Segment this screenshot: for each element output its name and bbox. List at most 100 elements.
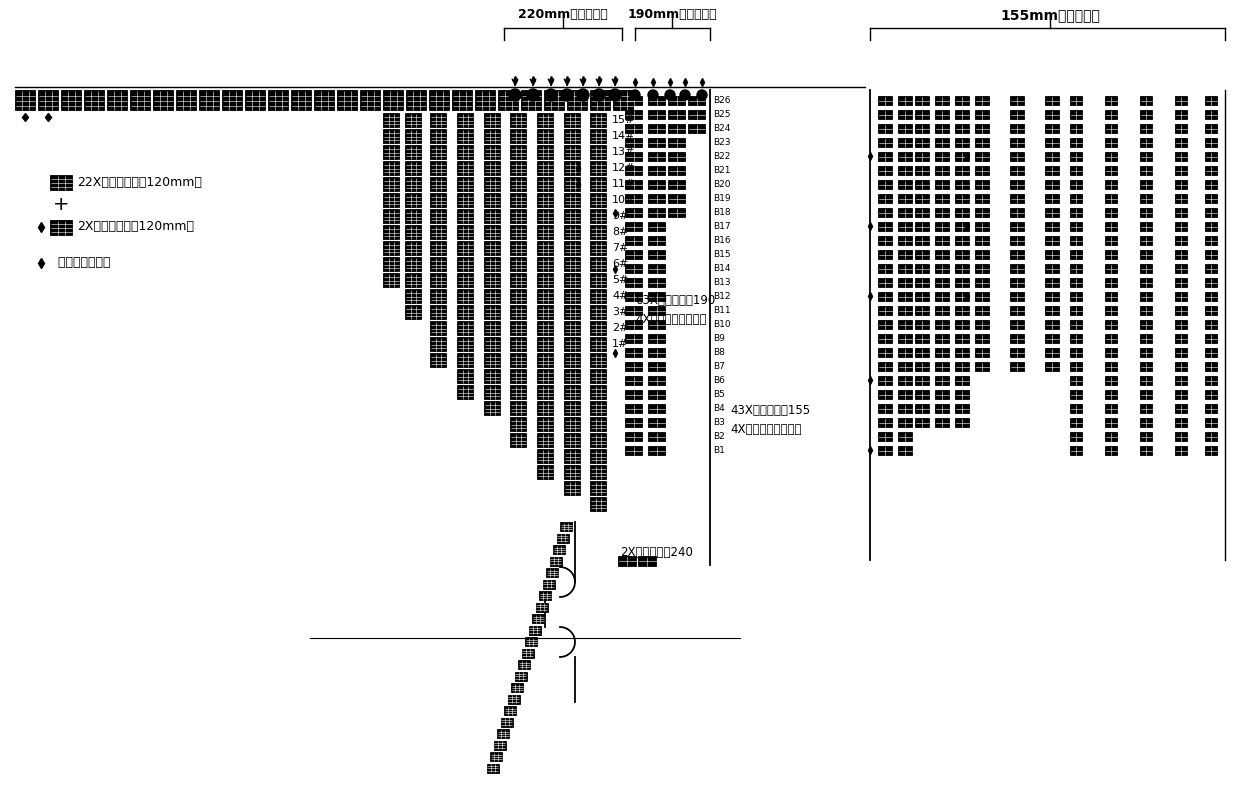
Bar: [1045, 264, 1059, 273]
Bar: [878, 250, 892, 259]
Bar: [649, 404, 665, 413]
Bar: [1070, 390, 1083, 399]
Circle shape: [630, 90, 640, 100]
Bar: [1205, 418, 1216, 427]
Bar: [649, 376, 665, 385]
Bar: [1205, 208, 1216, 217]
Bar: [430, 273, 446, 287]
Text: B3: B3: [713, 418, 725, 427]
Bar: [50, 175, 72, 190]
Bar: [935, 264, 949, 273]
Bar: [507, 694, 520, 704]
Bar: [1011, 222, 1024, 231]
Bar: [405, 273, 422, 287]
Bar: [878, 390, 892, 399]
Bar: [314, 90, 334, 110]
Bar: [537, 401, 553, 415]
Bar: [537, 465, 553, 479]
Bar: [553, 545, 565, 554]
Bar: [955, 292, 968, 301]
Circle shape: [527, 89, 539, 101]
Text: B5: B5: [713, 390, 725, 399]
Bar: [458, 177, 472, 191]
Bar: [430, 177, 446, 191]
Bar: [935, 404, 949, 413]
Bar: [484, 353, 500, 367]
Bar: [590, 481, 606, 495]
Bar: [590, 273, 606, 287]
Bar: [484, 305, 500, 319]
Bar: [1011, 96, 1024, 105]
Bar: [430, 145, 446, 159]
Text: B16: B16: [713, 236, 730, 245]
Bar: [898, 222, 911, 231]
Text: B10: B10: [713, 320, 730, 329]
Bar: [625, 236, 642, 245]
Bar: [430, 353, 446, 367]
Bar: [915, 222, 929, 231]
Text: 刀具磨损监测点: 刀具磨损监测点: [50, 257, 110, 269]
Bar: [537, 289, 553, 303]
Bar: [15, 90, 35, 110]
Bar: [955, 404, 968, 413]
Bar: [625, 390, 642, 399]
Bar: [915, 152, 929, 161]
Bar: [1011, 152, 1024, 161]
Bar: [1205, 432, 1216, 441]
Bar: [975, 96, 990, 105]
Bar: [153, 90, 174, 110]
Bar: [537, 241, 553, 255]
Bar: [1176, 222, 1187, 231]
Bar: [649, 166, 665, 175]
Bar: [649, 278, 665, 287]
Bar: [50, 220, 72, 235]
Bar: [383, 257, 399, 271]
Bar: [955, 222, 968, 231]
Bar: [510, 129, 526, 143]
Bar: [935, 376, 949, 385]
Bar: [1045, 152, 1059, 161]
Bar: [383, 90, 403, 110]
Bar: [668, 124, 684, 133]
Bar: [1140, 404, 1152, 413]
Bar: [898, 432, 911, 441]
Bar: [1045, 194, 1059, 203]
Bar: [1105, 404, 1117, 413]
Bar: [1105, 194, 1117, 203]
Bar: [1105, 320, 1117, 329]
Bar: [1205, 124, 1216, 133]
Bar: [590, 401, 606, 415]
Bar: [130, 90, 150, 110]
Bar: [935, 348, 949, 357]
Bar: [458, 113, 472, 127]
Bar: [1070, 208, 1083, 217]
Bar: [975, 334, 990, 343]
Bar: [1045, 292, 1059, 301]
Bar: [246, 90, 265, 110]
Bar: [688, 124, 706, 133]
Bar: [1176, 124, 1187, 133]
Bar: [898, 418, 911, 427]
Bar: [490, 752, 502, 761]
Bar: [1011, 194, 1024, 203]
Bar: [590, 289, 606, 303]
Bar: [510, 337, 526, 351]
Bar: [975, 320, 990, 329]
Bar: [510, 289, 526, 303]
Bar: [484, 321, 500, 335]
Text: B25: B25: [713, 110, 730, 119]
Bar: [878, 180, 892, 189]
Bar: [668, 180, 684, 189]
Bar: [405, 257, 422, 271]
Bar: [564, 113, 580, 127]
Bar: [898, 306, 911, 315]
Bar: [518, 660, 529, 669]
Bar: [1070, 152, 1083, 161]
Bar: [878, 124, 892, 133]
Bar: [590, 449, 606, 463]
Bar: [484, 401, 500, 415]
Text: B23: B23: [713, 138, 730, 147]
Bar: [521, 90, 541, 110]
Bar: [975, 348, 990, 357]
Bar: [975, 278, 990, 287]
